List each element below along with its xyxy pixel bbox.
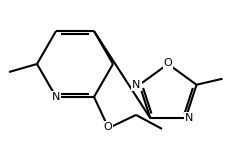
Text: N: N bbox=[185, 113, 193, 123]
Text: O: O bbox=[104, 122, 112, 132]
Text: N: N bbox=[132, 80, 141, 90]
Text: O: O bbox=[164, 58, 172, 68]
Text: N: N bbox=[52, 92, 60, 102]
